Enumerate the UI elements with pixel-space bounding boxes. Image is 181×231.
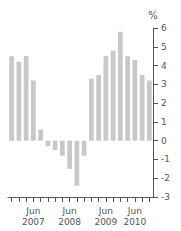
svg-text:3: 3 (161, 79, 167, 89)
svg-text:4: 4 (161, 61, 167, 71)
svg-text:Jun: Jun (62, 206, 77, 216)
svg-text:0: 0 (161, 136, 167, 146)
svg-text:Jun: Jun (25, 206, 40, 216)
svg-text:2010: 2010 (123, 217, 146, 227)
svg-text:%: % (148, 10, 158, 21)
svg-text:Jun: Jun (98, 206, 113, 216)
svg-text:1: 1 (161, 117, 167, 127)
svg-text:2009: 2009 (94, 217, 117, 227)
svg-text:-3: -3 (161, 192, 170, 202)
svg-text:Jun: Jun (127, 206, 142, 216)
svg-text:6: 6 (161, 23, 167, 33)
svg-text:2: 2 (161, 98, 167, 108)
svg-text:-1: -1 (161, 154, 170, 164)
svg-text:5: 5 (161, 42, 167, 52)
svg-text:2008: 2008 (58, 217, 81, 227)
svg-text:2007: 2007 (22, 217, 45, 227)
svg-text:-2: -2 (161, 173, 170, 183)
